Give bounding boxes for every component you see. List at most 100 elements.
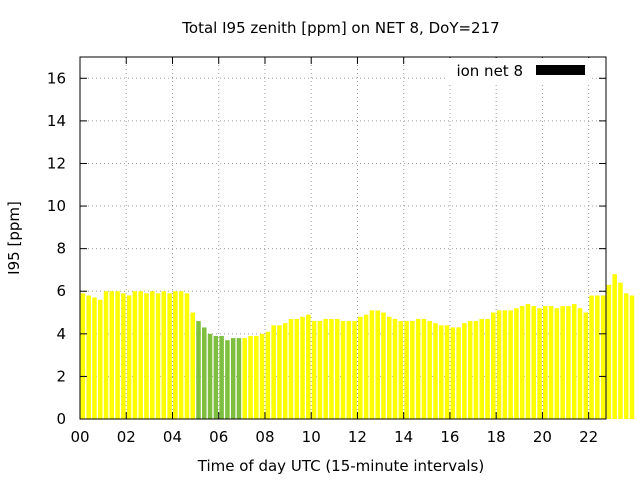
x-tick-label: 06 <box>209 428 228 446</box>
legend: ion net 8 <box>446 58 592 83</box>
bar <box>306 314 311 419</box>
legend-label: ion net 8 <box>456 62 523 80</box>
bar <box>433 323 438 419</box>
x-tick-label: 22 <box>579 428 598 446</box>
bar <box>554 308 560 419</box>
bar <box>392 318 398 419</box>
bar <box>126 295 132 419</box>
bar <box>184 293 190 419</box>
y-tick-label: 14 <box>47 112 66 130</box>
bar <box>317 321 323 419</box>
bar <box>508 310 513 419</box>
bar <box>444 325 450 419</box>
bar <box>369 310 375 419</box>
grid-lines <box>80 57 606 419</box>
bar <box>491 312 496 419</box>
bar <box>415 318 421 419</box>
bar <box>560 306 565 419</box>
bar <box>219 335 224 419</box>
bar <box>207 333 213 419</box>
plot-frame <box>79 56 607 420</box>
bar <box>629 295 635 419</box>
bar <box>595 295 600 419</box>
x-tick-label: 10 <box>302 428 321 446</box>
x-tick-label: 04 <box>163 428 182 446</box>
x-tick-label: 14 <box>394 428 413 446</box>
bar <box>311 321 317 419</box>
y-tick-labels: 0 2 4 6 8 10 12 14 16 <box>47 69 66 428</box>
bar <box>155 293 161 419</box>
bar <box>410 321 415 419</box>
bar <box>537 308 542 419</box>
x-tick-label: 12 <box>348 428 367 446</box>
legend-swatch <box>536 65 585 75</box>
bar <box>386 316 392 419</box>
bar <box>300 316 305 419</box>
bar <box>225 340 230 419</box>
bar <box>514 308 519 419</box>
bar <box>450 327 456 419</box>
bar <box>485 318 490 419</box>
bar <box>288 318 294 419</box>
bar <box>462 323 467 419</box>
bar <box>173 291 178 419</box>
x-tick-label: 18 <box>487 428 506 446</box>
bar <box>282 323 288 419</box>
bar <box>618 282 623 419</box>
bar <box>496 310 502 419</box>
bar <box>589 295 594 419</box>
bar <box>583 312 589 419</box>
bar <box>600 295 606 419</box>
bar <box>502 310 508 419</box>
bar <box>623 293 629 419</box>
bars <box>80 274 635 419</box>
bar <box>467 321 473 419</box>
bar <box>294 318 300 419</box>
bar <box>346 321 352 419</box>
bar <box>566 306 571 419</box>
bar <box>242 338 247 419</box>
bar <box>525 304 531 419</box>
x-tick-labels: 00 02 04 06 08 10 12 14 16 18 20 22 <box>70 428 598 446</box>
bar <box>132 291 138 419</box>
x-tick-label: 16 <box>440 428 459 446</box>
bar <box>381 312 386 419</box>
bar <box>190 312 195 419</box>
y-tick-label: 4 <box>56 325 66 343</box>
bar <box>92 297 97 419</box>
bar <box>271 325 276 419</box>
bar <box>404 321 409 419</box>
y-tick-label: 12 <box>47 154 66 172</box>
bar <box>439 325 444 419</box>
y-tick-label: 2 <box>56 367 66 385</box>
bar <box>427 321 432 419</box>
bar <box>138 291 143 419</box>
bar <box>334 318 340 419</box>
bar <box>340 321 346 419</box>
bar <box>265 331 271 419</box>
bar <box>80 293 86 419</box>
bar <box>248 335 253 419</box>
x-tick-label: 02 <box>117 428 136 446</box>
y-tick-label: 8 <box>56 240 66 258</box>
bar <box>213 335 219 419</box>
bar <box>236 338 242 419</box>
bar <box>150 291 155 419</box>
bar <box>531 306 536 419</box>
bar <box>479 318 484 419</box>
bar <box>456 327 461 419</box>
bar <box>421 318 427 419</box>
bar <box>473 321 479 419</box>
bar <box>254 335 259 419</box>
bar <box>363 314 369 419</box>
y-tick-label: 6 <box>56 282 66 300</box>
chart-title: Total I95 zenith [ppm] on NET 8, DoY=217 <box>181 19 499 37</box>
y-tick-label: 0 <box>56 410 66 428</box>
bar <box>86 295 91 419</box>
bar <box>329 318 334 419</box>
bar <box>548 306 554 419</box>
x-tick-label: 00 <box>70 428 89 446</box>
bar <box>398 321 404 419</box>
x-axis-label: Time of day UTC (15-minute intervals) <box>197 457 484 475</box>
